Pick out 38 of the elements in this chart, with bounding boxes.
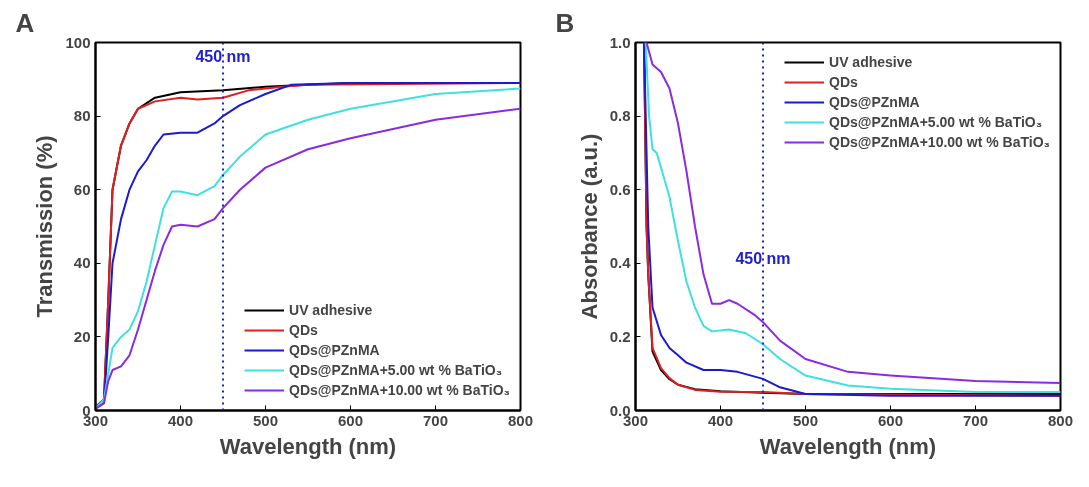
legend-label: UV adhesive: [829, 54, 913, 70]
legend-label: QDs@PZnMA+5.00 wt % BaTiO₃: [289, 362, 503, 378]
x-axis-title: Wavelength (nm): [219, 433, 397, 459]
x-tick-label: 700: [422, 411, 449, 429]
y-tick-label: 1.0: [609, 33, 631, 51]
legend-label: QDs@PZnMA: [289, 342, 380, 358]
y-tick-label: 0.8: [609, 107, 631, 125]
x-tick-label: 800: [1047, 411, 1074, 429]
legend-label: QDs@PZnMA: [829, 94, 920, 110]
legend-label: QDs: [829, 74, 858, 90]
y-tick-label: 0.6: [609, 180, 631, 198]
x-axis-title: Wavelength (nm): [759, 433, 937, 459]
legend-label: QDs@PZnMA+10.00 wt % BaTiO₃: [829, 134, 1050, 150]
y-tick-label: 60: [73, 180, 91, 198]
y-tick-label: 40: [73, 254, 91, 272]
chart-title: B: [555, 7, 575, 38]
legend-label: UV adhesive: [289, 302, 373, 318]
x-tick-label: 400: [167, 411, 194, 429]
x-tick-label: 600: [877, 411, 904, 429]
annotation: 450 nm: [735, 249, 791, 267]
y-axis-title: Absorbance (a.u.): [576, 133, 602, 320]
x-tick-label: 700: [962, 411, 989, 429]
x-tick-label: 800: [507, 411, 534, 429]
legend-label: QDs: [289, 322, 318, 338]
x-tick-label: 500: [792, 411, 819, 429]
y-tick-label: 80: [73, 107, 91, 125]
y-tick-label: 0.2: [609, 327, 631, 345]
y-tick-label: 0.4: [609, 254, 632, 272]
y-axis-title: Transmission (%): [32, 135, 58, 318]
x-tick-label: 600: [337, 411, 364, 429]
chart-title: A: [15, 7, 35, 38]
x-tick-label: 400: [707, 411, 734, 429]
annotation: 450 nm: [195, 47, 251, 65]
y-tick-label: 20: [73, 327, 91, 345]
legend-label: QDs@PZnMA+10.00 wt % BaTiO₃: [289, 382, 510, 398]
y-tick-label: 100: [65, 33, 91, 51]
x-tick-label: 500: [252, 411, 279, 429]
legend-label: QDs@PZnMA+5.00 wt % BaTiO₃: [829, 114, 1043, 130]
